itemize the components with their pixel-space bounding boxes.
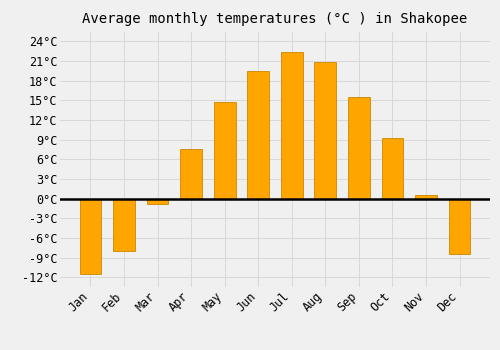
Bar <box>146 198 169 204</box>
Bar <box>382 138 404 198</box>
Title: Average monthly temperatures (°C ) in Shakopee: Average monthly temperatures (°C ) in Sh… <box>82 12 468 26</box>
Bar <box>80 198 102 274</box>
Bar <box>214 102 236 198</box>
Bar <box>314 62 336 198</box>
Bar <box>348 97 370 198</box>
Bar <box>180 149 202 198</box>
Bar <box>113 198 135 251</box>
Bar <box>415 195 437 198</box>
Bar <box>248 71 269 198</box>
Bar <box>448 198 470 254</box>
Bar <box>281 52 302 198</box>
